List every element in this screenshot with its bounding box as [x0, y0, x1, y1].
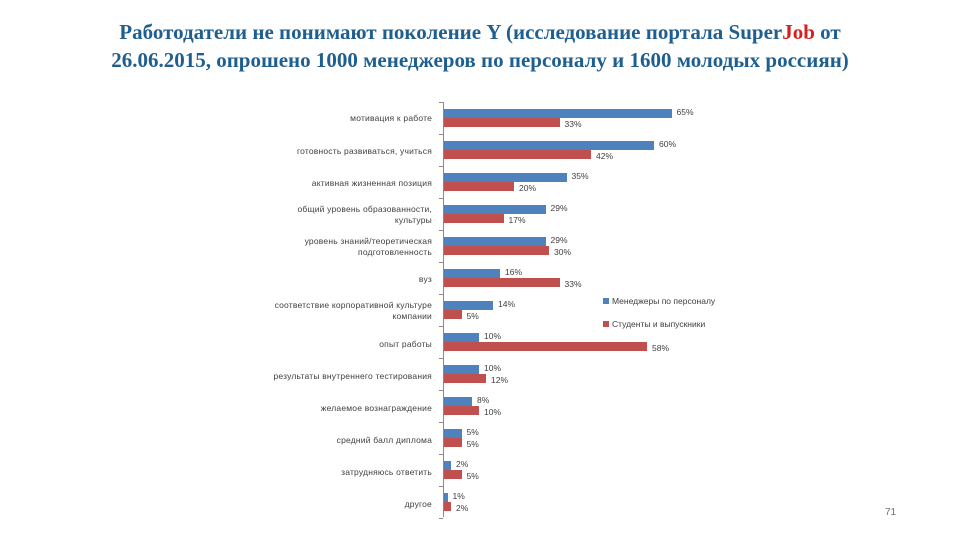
value-label: 10%: [484, 331, 502, 341]
bar-students: [444, 310, 462, 319]
bar-students: [444, 438, 462, 447]
axis-tick: [439, 198, 443, 199]
category-label: общий уровень образованности, культуры: [297, 204, 432, 225]
bar-students: [444, 246, 549, 255]
page-number: 71: [885, 507, 897, 518]
value-label: 10%: [484, 363, 502, 373]
category-label: соответствие корпоративной культуре компа…: [274, 300, 432, 321]
value-label: 5%: [466, 439, 479, 449]
category-label: готовность развиваться, учиться: [296, 146, 432, 156]
bar-students: [444, 374, 486, 383]
axis-tick: [439, 294, 443, 295]
value-label: 20%: [519, 183, 537, 193]
value-label: 5%: [466, 427, 479, 437]
value-label: 33%: [564, 279, 582, 289]
legend-item-students: Студенты и выпускники: [603, 318, 715, 329]
category-label: мотивация к работе: [350, 113, 432, 123]
bar-students: [444, 342, 647, 351]
value-label: 29%: [550, 203, 568, 213]
value-label: 60%: [659, 139, 677, 149]
value-label: 33%: [564, 119, 582, 129]
value-label: 8%: [477, 395, 490, 405]
value-label: 29%: [550, 235, 568, 245]
axis-tick: [439, 486, 443, 487]
category-label: активная жизненная позиция: [311, 178, 432, 188]
category-label: опыт работы: [379, 339, 432, 349]
axis-tick: [439, 166, 443, 167]
bar-managers: [444, 493, 448, 502]
value-label: 35%: [571, 171, 589, 181]
category-label: желаемое вознаграждение: [320, 403, 432, 413]
axis-tick: [439, 262, 443, 263]
axis-tick: [439, 358, 443, 359]
value-label: 30%: [554, 247, 572, 257]
bar-students: [444, 406, 479, 415]
value-label: 14%: [498, 299, 516, 309]
bar-managers: [444, 301, 493, 310]
axis-tick: [439, 102, 443, 103]
category-label: уровень знаний/теоретическая подготовленн…: [304, 236, 432, 257]
title-line-2: 26.06.2015, опрошено 1000 менеджеров по …: [111, 48, 849, 72]
bar-managers: [444, 365, 479, 374]
bar-managers: [444, 205, 546, 214]
axis-tick: [439, 454, 443, 455]
value-label: 5%: [466, 471, 479, 481]
bar-students: [444, 182, 514, 191]
category-label: вуз: [418, 274, 432, 284]
bar-managers: [444, 397, 472, 406]
superjob-accent: Job: [782, 20, 815, 44]
value-label: 12%: [491, 375, 509, 385]
axis-tick: [439, 326, 443, 327]
legend-swatch-red-icon: [603, 320, 609, 327]
value-label: 1%: [452, 491, 465, 501]
bar-managers: [444, 173, 567, 182]
bar-students: [444, 214, 504, 223]
axis-tick: [439, 518, 443, 519]
axis-tick: [439, 390, 443, 391]
legend-item-managers: Менеджеры по персоналу: [603, 295, 715, 306]
bar-managers: [444, 333, 479, 342]
bar-students: [444, 150, 591, 159]
y-axis: [443, 102, 444, 517]
bar-managers: [444, 461, 451, 470]
title-line-1: Работодатели не понимают поколение Y (ис…: [119, 20, 841, 44]
value-label: 5%: [466, 311, 479, 321]
category-label: результаты внутреннего тестирования: [273, 371, 432, 381]
bar-students: [444, 278, 560, 287]
value-label: 65%: [676, 107, 694, 117]
bar-students: [444, 502, 451, 511]
value-label: 17%: [508, 215, 526, 225]
bar-managers: [444, 269, 500, 278]
value-label: 10%: [484, 407, 502, 417]
bar-students: [444, 118, 560, 127]
axis-tick: [439, 422, 443, 423]
legend-swatch-blue-icon: [603, 297, 609, 304]
axis-tick: [439, 134, 443, 135]
value-label: 42%: [596, 151, 614, 161]
chart-legend: Менеджеры по персоналу Студенты и выпуск…: [603, 295, 715, 341]
category-label: другое: [404, 499, 432, 509]
slide-title: Работодатели не понимают поколение Y (ис…: [0, 18, 960, 74]
category-label: затрудняюсь ответить: [341, 467, 432, 477]
value-label: 58%: [652, 343, 670, 353]
value-label: 2%: [456, 459, 469, 469]
bar-managers: [444, 109, 672, 118]
bar-managers: [444, 237, 546, 246]
value-label: 2%: [456, 503, 469, 513]
bar-managers: [444, 429, 462, 438]
axis-tick: [439, 230, 443, 231]
value-label: 16%: [505, 267, 523, 277]
bar-managers: [444, 141, 654, 150]
category-label: средний балл диплома: [336, 435, 432, 445]
bar-students: [444, 470, 462, 479]
